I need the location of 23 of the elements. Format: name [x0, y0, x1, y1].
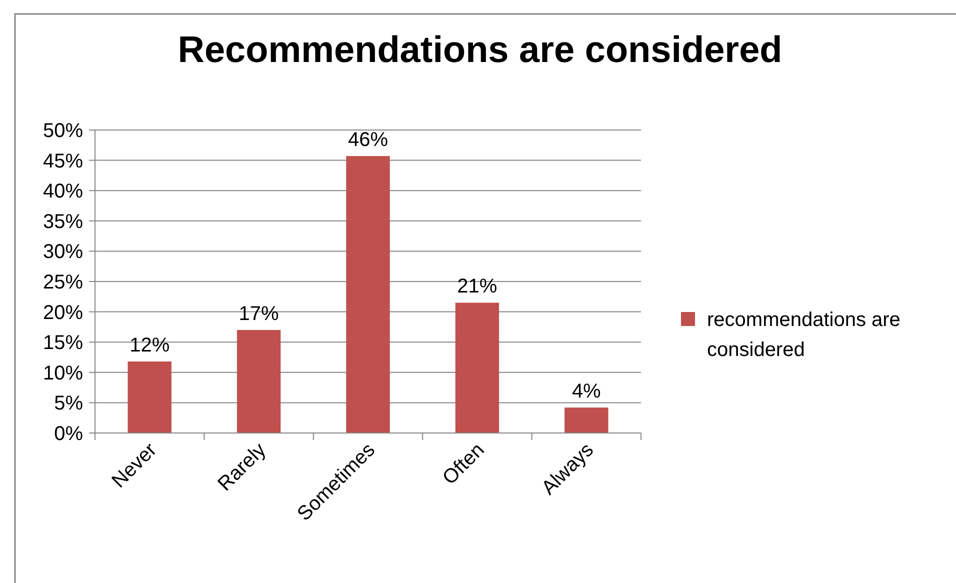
y-tick-label: 0% [54, 423, 84, 445]
bar [564, 408, 608, 433]
bar [236, 330, 281, 433]
text: 12% [130, 334, 170, 356]
text: 17% [238, 302, 279, 325]
text: 46% [348, 129, 388, 152]
legend-label: recommendations are considered [707, 309, 900, 361]
y-tick-label: 35% [42, 210, 84, 233]
bar [346, 156, 390, 433]
chart-title: Recommendations are considered [178, 29, 782, 70]
text: 4% [572, 380, 601, 403]
y-tick-label: 50% [42, 120, 84, 142]
bar [455, 302, 500, 433]
bar [128, 361, 172, 433]
text: 21% [457, 276, 498, 298]
y-tick-label: 5% [54, 392, 84, 415]
y-tick-label: 20% [42, 302, 84, 324]
y-tick-label: 10% [42, 362, 84, 384]
y-tick-label: 45% [42, 150, 84, 172]
y-tick-label: 40% [42, 180, 84, 203]
y-tick-label: 15% [42, 332, 84, 354]
y-tick-label: 25% [42, 272, 84, 294]
y-tick-label: 30% [42, 241, 84, 264]
